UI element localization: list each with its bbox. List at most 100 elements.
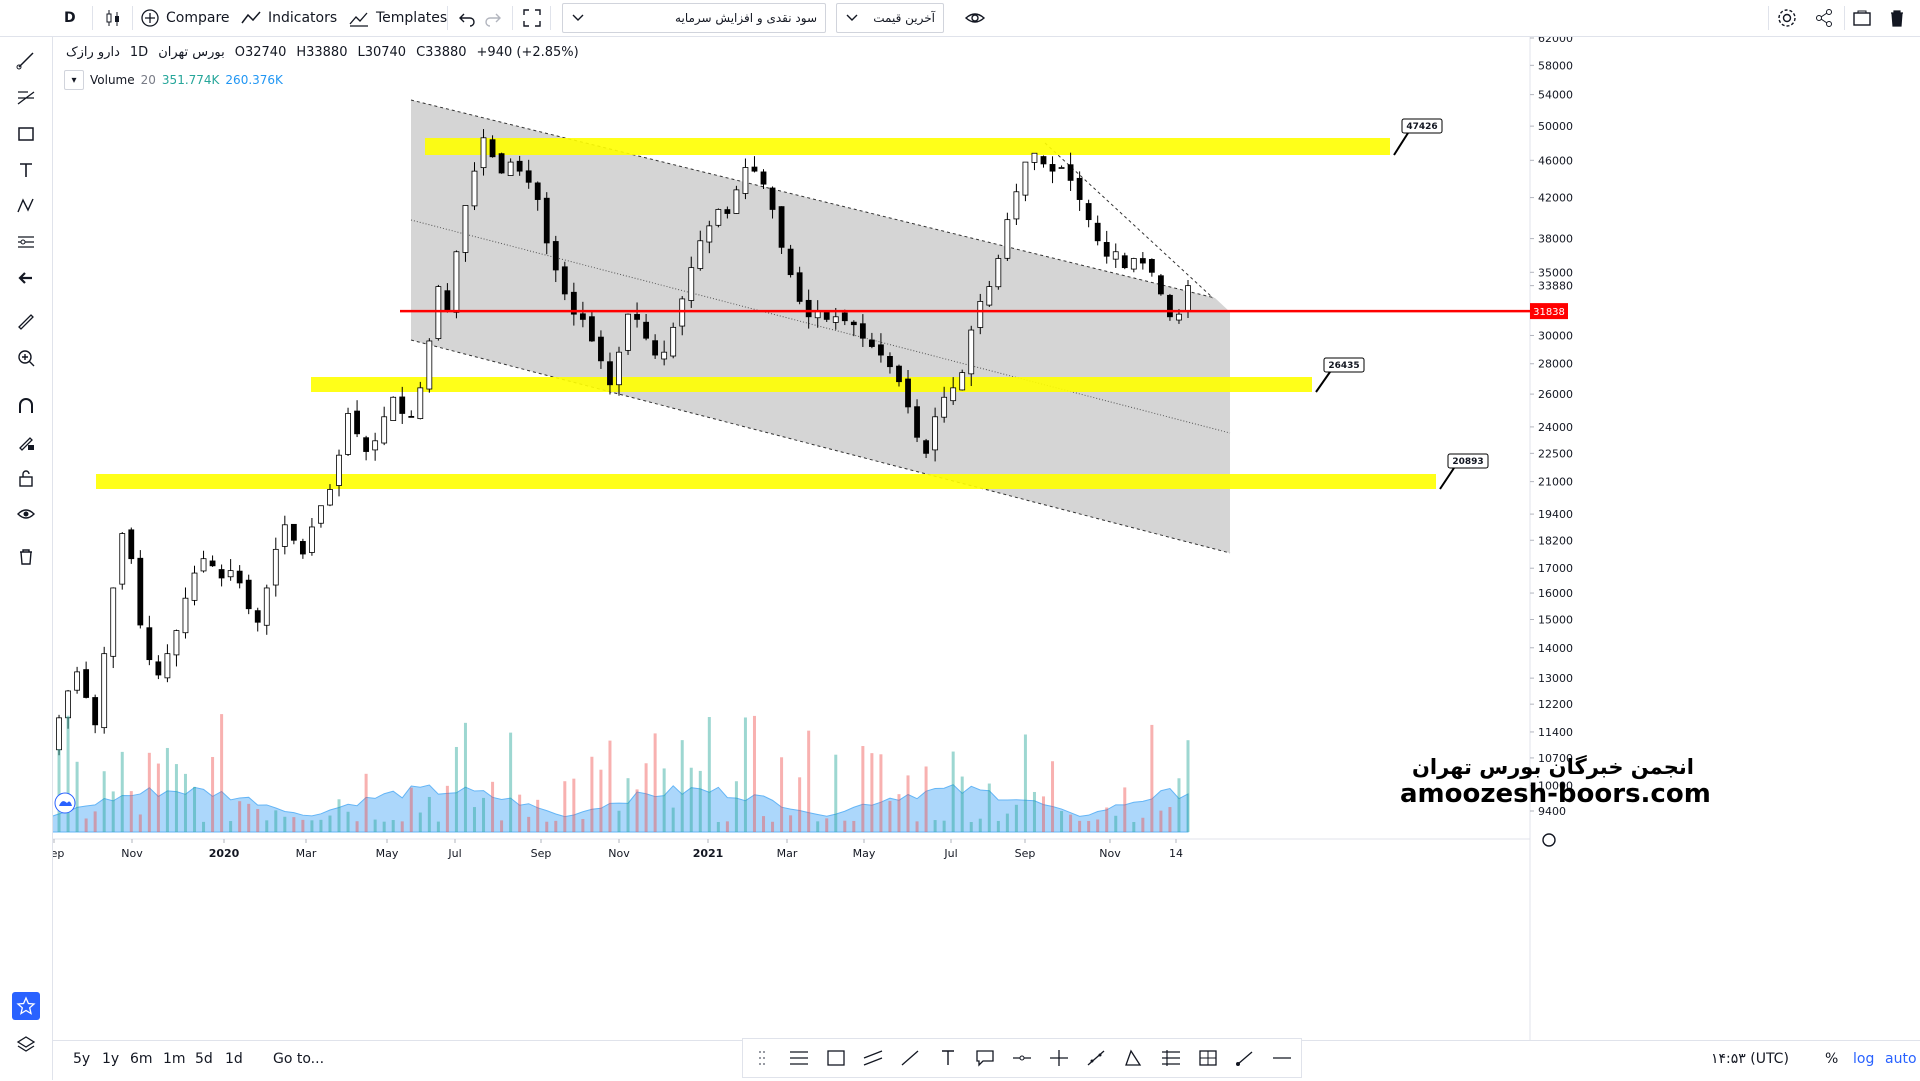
cross-line-icon[interactable] xyxy=(1046,1045,1072,1071)
dividends-dropdown-value: سود نقدی و افزایش سرمایه xyxy=(675,11,817,25)
goto-button[interactable]: Go to... xyxy=(273,1051,325,1067)
eye-icon[interactable] xyxy=(12,500,40,528)
price-chart[interactable]: 62000 58000 54000 50000 46000 42000 38000 35000… xyxy=(53,37,1920,1040)
triangle-icon[interactable] xyxy=(1120,1045,1146,1071)
visibility-eye-icon[interactable] xyxy=(964,0,992,36)
candle-body xyxy=(92,697,99,726)
zone-callout-pointer xyxy=(1315,371,1331,393)
volume-bar xyxy=(1105,807,1109,832)
rectangle-icon[interactable] xyxy=(823,1045,849,1071)
magnet-icon[interactable] xyxy=(12,392,40,420)
volume-bar xyxy=(1051,761,1055,832)
ruler-icon[interactable] xyxy=(12,308,40,336)
candle-body xyxy=(706,225,713,243)
volume-bar xyxy=(671,807,675,832)
back-arrow-icon[interactable] xyxy=(12,264,40,292)
text-tool-icon[interactable] xyxy=(12,156,40,184)
layers-icon[interactable] xyxy=(12,1030,40,1058)
parallel-channel-icon[interactable] xyxy=(860,1045,886,1071)
fib-channel-icon[interactable] xyxy=(1158,1045,1184,1071)
ohlc-close: C33880 xyxy=(416,45,467,60)
trash-top-icon[interactable] xyxy=(1888,0,1912,36)
price-tick-label: 22500 xyxy=(1538,447,1573,460)
candle-body xyxy=(850,321,857,326)
interval-button[interactable]: D xyxy=(64,10,76,26)
ray-icon[interactable] xyxy=(1232,1045,1258,1071)
callout-icon[interactable] xyxy=(972,1045,998,1071)
ohlc-high: H33880 xyxy=(296,45,348,60)
volume-bar xyxy=(292,817,296,832)
rectangle-tool-icon[interactable] xyxy=(12,120,40,148)
percent-toggle[interactable]: % xyxy=(1825,1051,1839,1067)
range-1y[interactable]: 1y xyxy=(102,1051,120,1067)
line-icon[interactable] xyxy=(897,1045,923,1071)
candle-body xyxy=(570,291,577,315)
candle-body xyxy=(552,241,559,271)
volume-bar xyxy=(725,821,729,832)
log-toggle[interactable]: log xyxy=(1853,1051,1875,1067)
auto-toggle[interactable]: auto xyxy=(1885,1051,1917,1067)
candle-body xyxy=(1013,191,1020,220)
volume-bar xyxy=(138,814,142,832)
candle-body xyxy=(589,316,595,342)
candle-style-icon[interactable] xyxy=(104,0,128,36)
price-tick-label: 10700 xyxy=(1538,752,1573,765)
trash-icon[interactable] xyxy=(12,542,40,570)
volume-bar xyxy=(653,733,657,832)
pattern-tool-icon[interactable] xyxy=(12,192,40,220)
volume-bar xyxy=(897,794,901,832)
collapse-chevron-icon[interactable]: ▾ xyxy=(64,70,84,90)
time-tick-label: Sep xyxy=(53,847,64,860)
redo-icon[interactable] xyxy=(484,0,508,36)
add-circle-icon xyxy=(141,9,159,27)
fib-retracement-icon[interactable] xyxy=(12,84,40,112)
symbol-name: دارو رازک xyxy=(66,45,120,60)
lock-drawing-icon[interactable] xyxy=(12,428,40,456)
range-6m[interactable]: 6m xyxy=(130,1051,153,1067)
price-tick-label: 21000 xyxy=(1538,476,1573,489)
text-icon[interactable] xyxy=(935,1045,961,1071)
share-icon[interactable] xyxy=(1814,0,1840,36)
trend-line-icon[interactable] xyxy=(12,46,40,74)
favorites-star-icon[interactable] xyxy=(12,992,40,1020)
range-1d[interactable]: 1d xyxy=(225,1051,243,1067)
grid-icon[interactable] xyxy=(1195,1045,1221,1071)
settings-gear-icon[interactable] xyxy=(1776,0,1804,36)
templates-button[interactable]: Templates xyxy=(348,0,447,36)
range-5d[interactable]: 5d xyxy=(195,1051,213,1067)
drag-handle-icon[interactable] xyxy=(749,1045,775,1071)
zone-callout-label: 47426 xyxy=(1406,122,1437,132)
range-1m[interactable]: 1m xyxy=(163,1051,186,1067)
candle-body xyxy=(281,524,288,547)
volume-bar xyxy=(635,789,639,832)
price-source-dropdown[interactable]: آخرین قیمت xyxy=(836,3,944,33)
candle-body xyxy=(110,587,117,657)
prediction-tool-icon[interactable] xyxy=(12,228,40,256)
candle-body xyxy=(1121,255,1128,269)
range-5y[interactable]: 5y xyxy=(73,1051,91,1067)
horizontal-ray-icon[interactable] xyxy=(1009,1045,1035,1071)
time-tick-label: 2021 xyxy=(693,847,724,860)
volume-bar xyxy=(951,751,955,832)
candle-body xyxy=(1022,161,1029,196)
horizontal-line-icon[interactable] xyxy=(1269,1045,1295,1071)
price-tick-label: 42000 xyxy=(1538,192,1573,205)
dividends-dropdown[interactable]: سود نقدی و افزایش سرمایه xyxy=(562,3,826,33)
undo-icon[interactable] xyxy=(458,0,482,36)
fullscreen-icon[interactable] xyxy=(522,0,548,36)
volume-bar xyxy=(734,781,738,832)
compare-button[interactable]: Compare xyxy=(140,0,230,36)
candle-body xyxy=(534,182,541,200)
time-tick-label: May xyxy=(376,847,399,860)
volume-bar xyxy=(1032,791,1036,832)
horizontal-lines-icon[interactable] xyxy=(786,1045,812,1071)
volume-ma-value: 260.376K xyxy=(225,73,283,87)
candle-body xyxy=(941,396,948,418)
lock-icon[interactable] xyxy=(12,464,40,492)
volume-legend: ▾ Volume 20 351.774K 260.376K xyxy=(64,70,283,90)
snapshot-icon[interactable] xyxy=(1852,0,1878,36)
trend-angle-icon[interactable] xyxy=(1083,1045,1109,1071)
indicators-button[interactable]: Indicators xyxy=(240,0,337,36)
candle-body xyxy=(182,597,189,634)
zoom-in-icon[interactable] xyxy=(12,344,40,372)
